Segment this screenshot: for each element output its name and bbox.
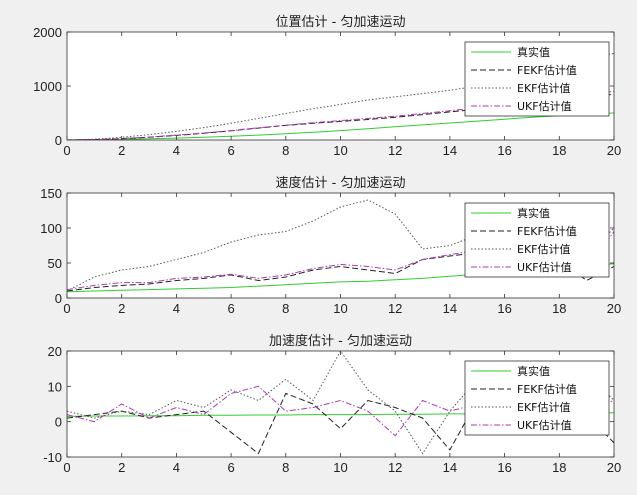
legend-label-3: EKF估计值 [517,82,571,95]
y-tick-label: 0 [55,415,62,430]
x-tick-label: 10 [333,460,347,475]
x-tick-label: 0 [63,143,70,158]
x-tick-label: 20 [607,460,621,475]
y-tick-label: 1000 [33,79,62,94]
x-tick-label: 8 [282,301,289,316]
x-tick-label: 14 [443,460,457,475]
x-tick-label: 2 [118,460,125,475]
x-tick-label: 2 [118,301,125,316]
x-tick-label: 18 [552,301,566,316]
legend-label-4: UKF估计值 [517,261,572,274]
legend: 真实值 FEKF估计值 EKF估计值 UKF估计值 [464,202,610,278]
x-tick-label: 8 [282,460,289,475]
x-tick-label: 16 [497,301,511,316]
x-tick-label: 18 [552,143,566,158]
legend-box [464,360,610,436]
legend-box [464,202,610,278]
legend-box [464,41,610,117]
x-tick-label: 0 [63,460,70,475]
x-tick-label: 16 [497,143,511,158]
legend-label-3: EKF估计值 [517,243,571,256]
legend-label-2: FEKF估计值 [517,383,577,396]
x-tick-label: 8 [282,143,289,158]
legend-label-4: UKF估计值 [517,100,572,113]
x-tick-label: 12 [388,143,402,158]
y-tick-label: 20 [48,344,62,359]
legend: 真实值 FEKF估计值 EKF估计值 UKF估计值 [464,41,610,117]
y-tick-label: 150 [40,186,62,201]
x-tick-label: 14 [443,143,457,158]
x-tick-label: 12 [388,301,402,316]
y-tick-label: 0 [55,133,62,148]
y-tick-label: 100 [40,221,62,236]
x-tick-label: 20 [607,143,621,158]
x-tick-label: 0 [63,301,70,316]
x-tick-label: 4 [173,301,180,316]
x-tick-label: 10 [333,301,347,316]
x-tick-label: 6 [227,143,234,158]
x-tick-label: 6 [227,301,234,316]
legend: 真实值 FEKF估计值 EKF估计值 UKF估计值 [464,360,610,436]
legend-label-4: UKF估计值 [517,419,572,432]
series-line-2 [67,392,614,455]
legend-label-1: 真实值 [517,364,550,378]
x-tick-label: 12 [388,460,402,475]
y-tick-label: -10 [43,450,62,465]
legend-label-2: FEKF估计值 [517,64,577,77]
x-tick-label: 16 [497,460,511,475]
x-tick-label: 14 [443,301,457,316]
series-line-3 [67,53,614,140]
series-line-1 [67,112,614,140]
x-tick-label: 2 [118,143,125,158]
y-tick-label: 50 [48,256,62,271]
x-tick-label: 18 [552,460,566,475]
y-tick-label: 2000 [33,25,62,40]
x-tick-label: 4 [173,460,180,475]
chart-2: 速度估计 - 匀加速运动 0 2 4 6 8 10 12 14 16 18 20 0 50 100 150 真实… [40,175,621,316]
legend-label-1: 真实值 [517,206,550,220]
series-line-2 [67,93,614,140]
legend-label-3: EKF估计值 [517,401,571,414]
x-tick-label: 10 [333,143,347,158]
x-tick-label: 4 [173,143,180,158]
chart-title: 位置估计 - 匀加速运动 [276,15,406,30]
y-tick-label: 0 [55,291,62,306]
chart-title: 速度估计 - 匀加速运动 [276,175,406,191]
legend-label-1: 真实值 [517,45,550,59]
x-tick-label: 6 [227,460,234,475]
chart-title: 加速度估计 - 匀加速运动 [269,333,412,349]
chart-1: 位置估计 - 匀加速运动 0 2 4 6 8 10 12 14 16 18 20 0 1000 2000 真实… [33,15,621,158]
legend-label-2: FEKF估计值 [517,225,577,238]
x-tick-label: 20 [607,301,621,316]
y-tick-label: 10 [48,379,62,394]
